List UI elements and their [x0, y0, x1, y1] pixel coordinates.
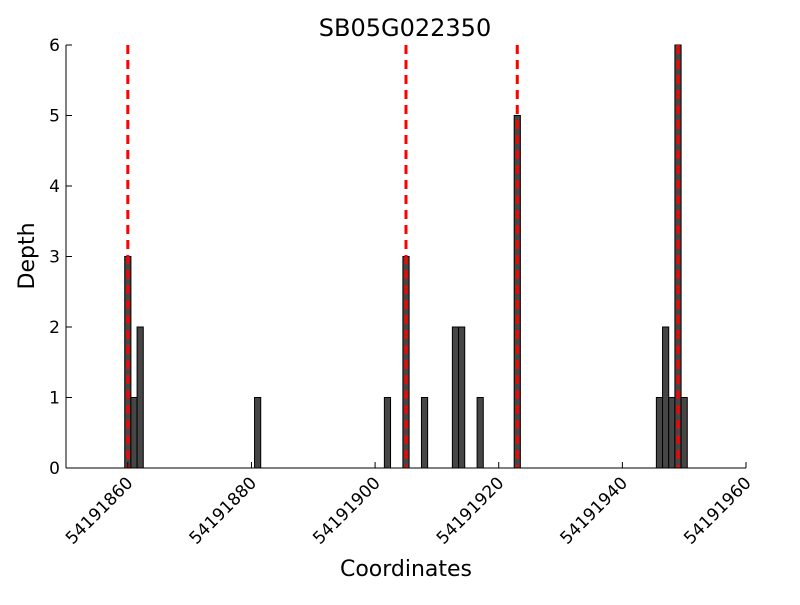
- bar: [655, 397, 664, 469]
- bar: [254, 397, 262, 469]
- bar: [662, 326, 670, 469]
- bar: [420, 397, 429, 469]
- x-ticks-group: 54191860 54191880 54191900 54191920 54191940…: [62, 462, 756, 549]
- x-tick-label: 54191940: [557, 473, 632, 548]
- x-tick-label: 54191900: [309, 473, 384, 548]
- bar: [458, 326, 466, 469]
- bar: [130, 397, 138, 469]
- bar: [136, 326, 144, 469]
- x-axis-label: Coordinates: [340, 557, 472, 582]
- chart-title: SB05G022350: [319, 14, 491, 42]
- bar: [451, 326, 460, 469]
- y-tick-label: 2: [49, 318, 60, 338]
- y-tick-label: 1: [49, 389, 60, 409]
- bar: [668, 397, 676, 469]
- bar: [680, 397, 688, 469]
- y-ticks-group: 0 1 2 3 4 5 6: [49, 36, 72, 479]
- x-tick-label: 54191860: [62, 473, 137, 548]
- y-tick-label: 4: [49, 177, 60, 197]
- y-tick-label: 0: [49, 459, 60, 479]
- x-tick-label: 54191880: [186, 473, 261, 548]
- x-tick-label: 54191920: [433, 473, 508, 548]
- bar: [476, 397, 484, 469]
- x-tick-label: 54191960: [680, 473, 755, 548]
- y-tick-label: 3: [49, 248, 60, 268]
- y-tick-label: 6: [49, 36, 60, 56]
- bar: [383, 397, 392, 469]
- reference-lines-group: [126, 45, 680, 468]
- y-tick-label: 5: [49, 107, 60, 127]
- y-axis-label: Depth: [15, 222, 40, 289]
